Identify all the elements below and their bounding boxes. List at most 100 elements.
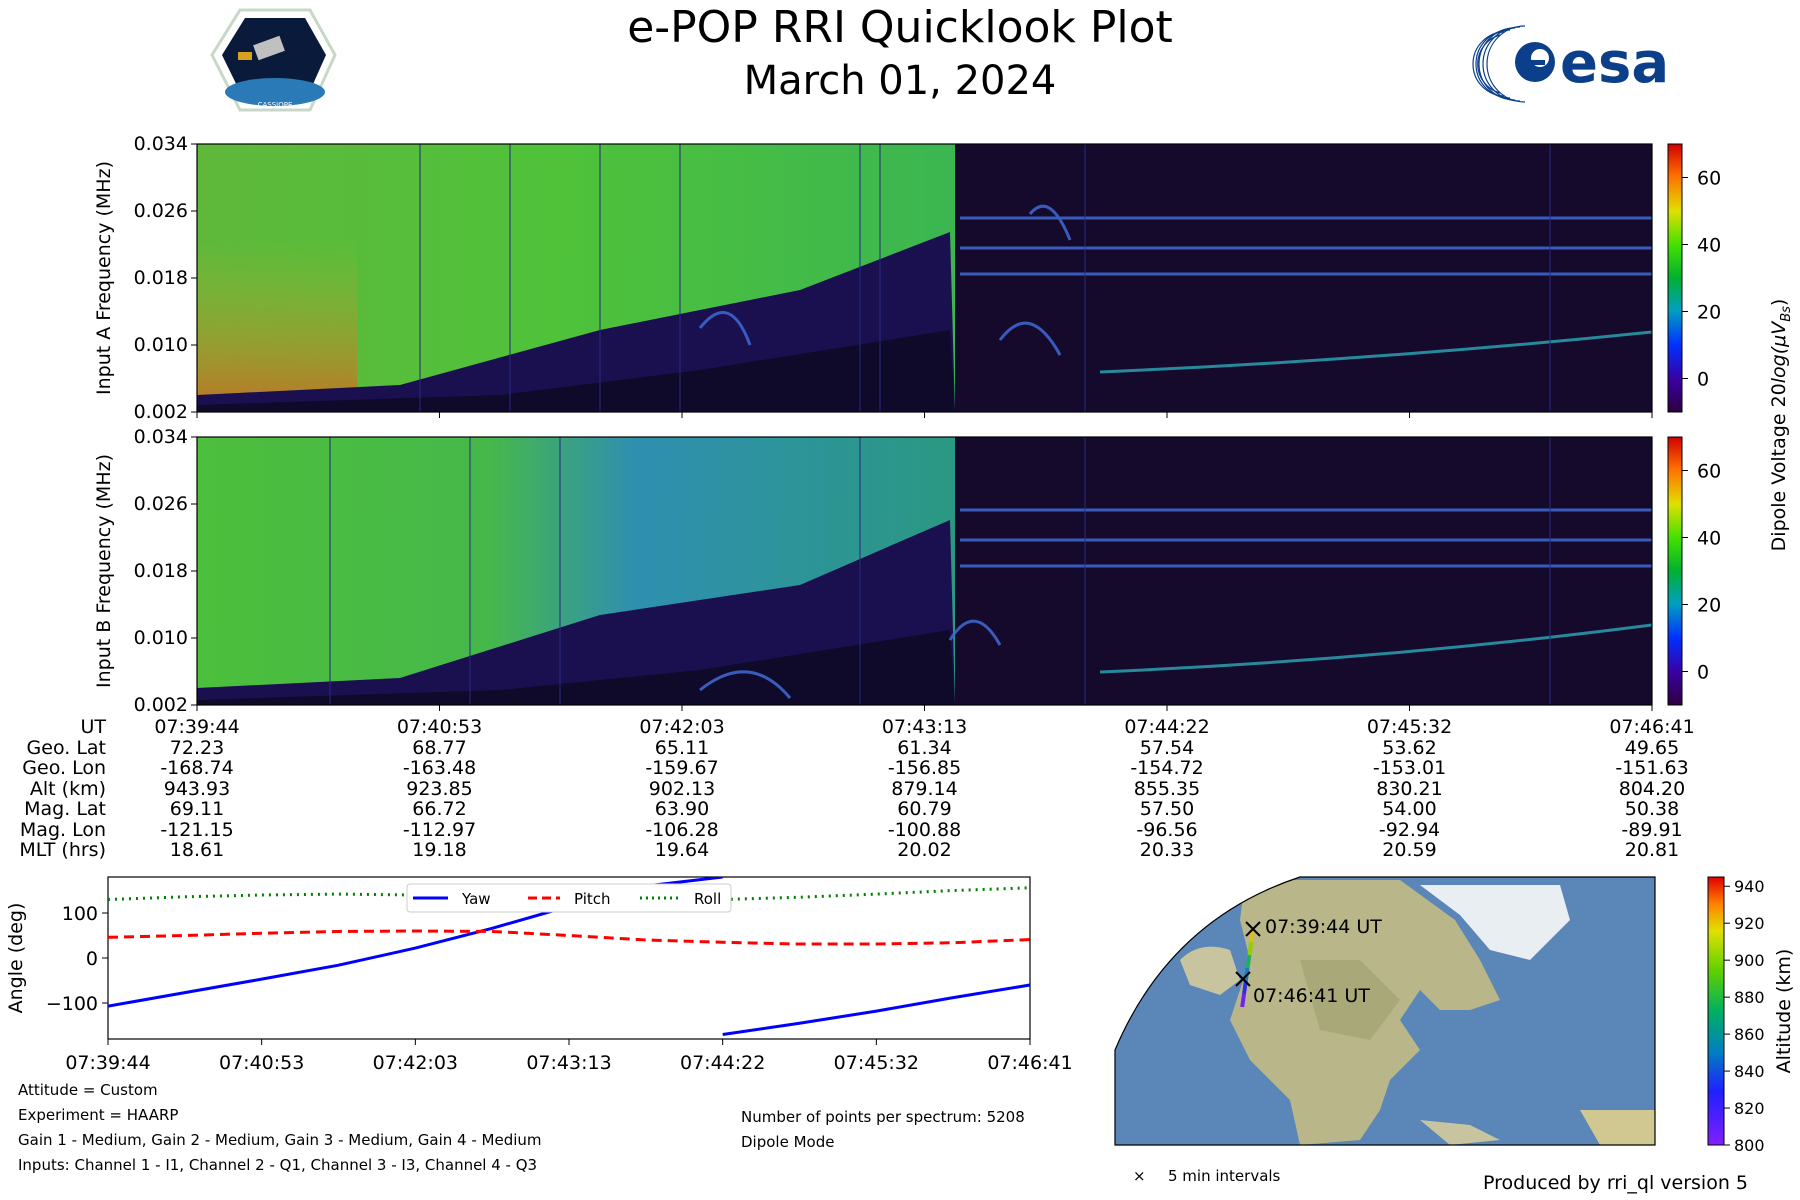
map-legend-marker: × bbox=[1133, 1167, 1146, 1185]
info-inputs: Inputs: Channel 1 - I1, Channel 2 - Q1, … bbox=[18, 1156, 538, 1174]
ephemeris-value: 20.02 bbox=[897, 839, 952, 861]
ephemeris-value: 07:42:03 bbox=[639, 716, 725, 738]
altitude-tick-label: 880 bbox=[1734, 988, 1765, 1007]
esa-logo: esa bbox=[1472, 25, 1669, 103]
spectrogram-a bbox=[197, 144, 1652, 412]
ephemeris-value: 07:44:22 bbox=[1124, 716, 1210, 738]
ephemeris-value: 19.64 bbox=[654, 839, 710, 861]
ytick-label-b: 0.026 bbox=[134, 493, 188, 515]
map-legend-label: 5 min intervals bbox=[1168, 1167, 1281, 1185]
ephemeris-label: Mag. Lat bbox=[24, 798, 106, 820]
ephemeris-value: -106.28 bbox=[645, 818, 719, 841]
colorbar-tick-label-b: 0 bbox=[1697, 662, 1709, 684]
ephemeris-value: 804.20 bbox=[1618, 777, 1686, 800]
attitude-ytick-label: 100 bbox=[62, 903, 98, 925]
attitude-xtick-label: 07:45:32 bbox=[834, 1052, 919, 1074]
spectrogram-b bbox=[197, 437, 1652, 705]
ephemeris-value: -100.88 bbox=[887, 818, 962, 841]
ephemeris-value: 07:39:44 bbox=[154, 716, 240, 738]
map-track-segment bbox=[1247, 941, 1254, 956]
ephemeris-label: Mag. Lon bbox=[19, 818, 106, 841]
attitude-xtick-label: 07:43:13 bbox=[526, 1052, 611, 1074]
ephemeris-value: 830.21 bbox=[1376, 777, 1443, 800]
colorbar-tick-label-a: 60 bbox=[1697, 168, 1721, 190]
map bbox=[1115, 877, 1655, 1145]
ytick-label-b: 0.018 bbox=[134, 560, 188, 582]
altitude-tick-label: 900 bbox=[1734, 951, 1765, 970]
esa-logo-text: esa bbox=[1560, 31, 1669, 96]
page-title: e-POP RRI Quicklook Plot bbox=[627, 2, 1173, 53]
ephemeris-value: 923.85 bbox=[406, 777, 473, 800]
ytick-label-a: 0.026 bbox=[134, 200, 188, 222]
colorbar-label: Dipole Voltage 20log(μVBs) bbox=[1768, 299, 1794, 552]
altitude-colorbar bbox=[1707, 876, 1725, 1146]
altitude-tick-label: 820 bbox=[1734, 1099, 1765, 1118]
ephemeris-value: 50.38 bbox=[1624, 798, 1680, 820]
ephemeris-value: -163.48 bbox=[402, 757, 477, 779]
attitude-ytick-label: 0 bbox=[86, 948, 98, 970]
produced-by: Produced by rri_ql version 5 bbox=[1483, 1172, 1748, 1194]
ephemeris-label: Geo. Lon bbox=[22, 757, 106, 779]
map-track-segment bbox=[1240, 993, 1246, 1008]
colorbar-tick-label-a: 20 bbox=[1697, 302, 1721, 324]
colorbar-b bbox=[1667, 436, 1683, 706]
ephemeris-value: 53.62 bbox=[1382, 736, 1437, 759]
ephemeris-value: 68.77 bbox=[412, 736, 467, 759]
colorbar-tick-label-b: 60 bbox=[1697, 461, 1721, 483]
attitude-axes: 100 0 −100 07:39:44 07:40:53 07:42:03 07:43:13… bbox=[5, 903, 1073, 1074]
attitude-line-pitch bbox=[108, 929, 1030, 946]
map-track-marker bbox=[1245, 921, 1261, 937]
ephemeris-label: Alt (km) bbox=[29, 777, 106, 800]
ephemeris-value: 65.11 bbox=[654, 736, 710, 759]
ephemeris-value: 902.13 bbox=[648, 777, 716, 800]
ephemeris-value: 60.79 bbox=[897, 798, 952, 820]
colorbar-ticks: 60 40 20 0 60 40 20 0 bbox=[1682, 168, 1721, 684]
page-subtitle: March 01, 2024 bbox=[743, 58, 1057, 104]
ephemeris-value: -153.01 bbox=[1372, 757, 1447, 779]
ephemeris-value: -159.67 bbox=[645, 757, 719, 779]
altitude-tick-label: 800 bbox=[1734, 1136, 1765, 1155]
ephemeris-value: 943.93 bbox=[163, 777, 231, 800]
ephemeris-value: 66.72 bbox=[412, 798, 467, 820]
info-mode: Dipole Mode bbox=[741, 1133, 835, 1151]
map-frame bbox=[1114, 876, 1656, 1146]
ephemeris-table: UT Geo. Lat Geo. Lon Alt (km) Mag. Lat Mag. L… bbox=[0, 716, 1800, 866]
ephemeris-label: Geo. Lat bbox=[26, 736, 106, 759]
legend-pitch: Pitch bbox=[574, 890, 611, 908]
ytick-label-b: 0.010 bbox=[134, 627, 188, 649]
ephemeris-value: 855.35 bbox=[1133, 777, 1201, 800]
ephemeris-value: -121.15 bbox=[160, 818, 234, 841]
ephemeris-value: 07:45:32 bbox=[1366, 716, 1453, 738]
colorbar-tick-label-a: 40 bbox=[1697, 235, 1721, 257]
map-track-marker bbox=[1235, 971, 1251, 987]
info-attitude: Attitude = Custom bbox=[18, 1081, 158, 1099]
ephemeris-value: -89.91 bbox=[1621, 818, 1683, 841]
attitude-xtick-label: 07:39:44 bbox=[65, 1052, 150, 1074]
ephemeris-value: 49.65 bbox=[1624, 736, 1680, 759]
map-track-segment bbox=[1242, 980, 1248, 995]
ephemeris-value: 20.59 bbox=[1382, 839, 1437, 861]
ephemeris-value: -112.97 bbox=[402, 818, 477, 841]
ephemeris-value: -154.72 bbox=[1130, 757, 1204, 779]
attitude-xtick-label: 07:46:41 bbox=[987, 1052, 1072, 1074]
map-end-label: 07:46:41 UT bbox=[1253, 985, 1370, 1007]
ephemeris-value: 54.00 bbox=[1382, 798, 1437, 820]
ephemeris-value: 07:40:53 bbox=[396, 716, 483, 738]
attitude-xtick-label: 07:42:03 bbox=[373, 1052, 458, 1074]
ephemeris-value: 18.61 bbox=[169, 839, 225, 861]
altitude-tick-label: 940 bbox=[1734, 877, 1765, 896]
ephemeris-value: 19.18 bbox=[412, 839, 467, 861]
altitude-tick-label: 860 bbox=[1734, 1025, 1765, 1044]
colorbar-tick-label-b: 40 bbox=[1697, 528, 1721, 550]
ylabel-a: Input A Frequency (MHz) bbox=[93, 161, 115, 395]
ytick-label-b: 0.002 bbox=[134, 694, 188, 716]
ephemeris-value: -168.74 bbox=[160, 757, 234, 779]
ylabel-b: Input B Frequency (MHz) bbox=[93, 454, 115, 688]
spectrogram-axes: 0.034 0.026 0.018 0.010 0.002 Input A Frequen… bbox=[93, 133, 1653, 716]
ephemeris-value: 72.23 bbox=[169, 736, 225, 759]
ephemeris-value: 63.90 bbox=[654, 798, 710, 820]
altitude-tick-label: 920 bbox=[1734, 914, 1765, 933]
ytick-label-b: 0.034 bbox=[134, 426, 188, 448]
ephemeris-value: 879.14 bbox=[891, 777, 958, 800]
